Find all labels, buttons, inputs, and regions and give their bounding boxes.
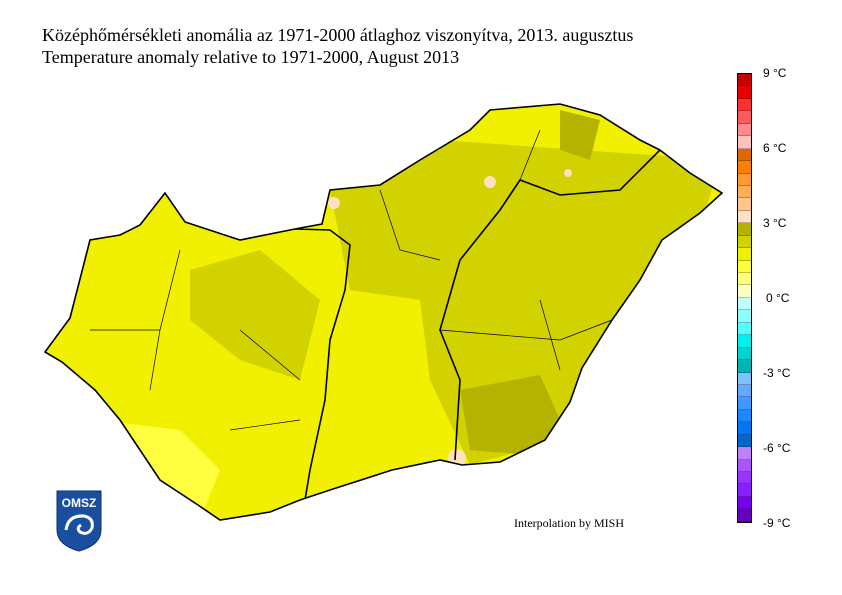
legend-bin [738,173,751,186]
warm-region-transdanubia [190,250,320,380]
legend-bin [738,459,751,472]
color-scale-legend [737,73,752,523]
legend-bin [738,210,751,224]
legend-bin [738,260,751,273]
warm-region-north [330,150,470,300]
legend-bin [738,310,751,323]
svg-text:OMSZ: OMSZ [62,496,97,510]
omsz-logo: OMSZ [56,490,102,552]
legend-tick: 6 °C [763,141,787,155]
county-borders [90,129,613,431]
legend-bin [738,185,751,199]
legend-tick: -6 °C [763,441,791,455]
hotspot-miskolc [564,169,572,177]
legend-bin [738,372,751,385]
legend-bin [738,409,751,423]
legend-bin [738,98,751,112]
legend-bin [738,447,751,460]
legend-bin [738,397,751,410]
legend-bin [738,472,751,485]
hotspot-north [328,197,340,209]
legend-tick: -3 °C [763,366,791,380]
legend-bin [738,86,751,99]
legend-bin [738,496,751,510]
legend-tick: 0 °C [766,291,790,305]
legend-bin [738,235,751,249]
legend-bin [738,297,751,311]
legend-bin [738,347,751,361]
legend-bin [738,434,751,448]
warmest-region-southeast [460,375,560,455]
legend-bin [738,285,751,298]
legend-tick: 9 °C [763,66,787,80]
legend-bin [738,74,751,87]
legend-bin [738,198,751,211]
legend-tick: 3 °C [763,216,787,230]
legend-bin [738,161,751,174]
legend-bin [738,322,751,336]
legend-bin [738,136,751,149]
warmest-region-northeast [560,110,600,160]
legend-bin [738,484,751,497]
legend-bin [738,248,751,261]
legend-bin [738,123,751,137]
legend-bin [738,422,751,435]
legend-bin [738,360,751,373]
tisza-river [439,149,661,461]
legend-bin [738,111,751,124]
legend-bin [738,509,751,522]
title-hungarian: Középhőmérsékleti anomália az 1971-2000 … [42,25,634,45]
legend-bin [738,335,751,348]
legend-bin [738,384,751,398]
legend-bin [738,273,751,286]
hotspot-eger [484,176,496,188]
title-english: Temperature anomaly relative to 1971-200… [42,47,460,67]
interpolation-credit: Interpolation by MISH [514,516,624,530]
legend-tick: -9 °C [763,516,791,530]
legend-bin [738,223,751,236]
legend-bin [738,148,751,162]
